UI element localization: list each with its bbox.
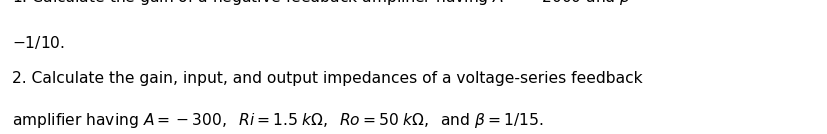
- Text: 1. Calculate the gain of a negative-feedback amplifier having $A = -2000$ and $\: 1. Calculate the gain of a negative-feed…: [12, 0, 648, 7]
- Text: amplifier having $A = -300,\;$ $\mathit{Ri} = 1.5\;k\Omega,\;$ $\mathit{Ro} = 50: amplifier having $A = -300,\;$ $\mathit{…: [12, 111, 543, 130]
- Text: 2. Calculate the gain, input, and output impedances of a voltage-series feedback: 2. Calculate the gain, input, and output…: [12, 71, 643, 86]
- Text: $-1/10.$: $-1/10.$: [12, 34, 65, 51]
